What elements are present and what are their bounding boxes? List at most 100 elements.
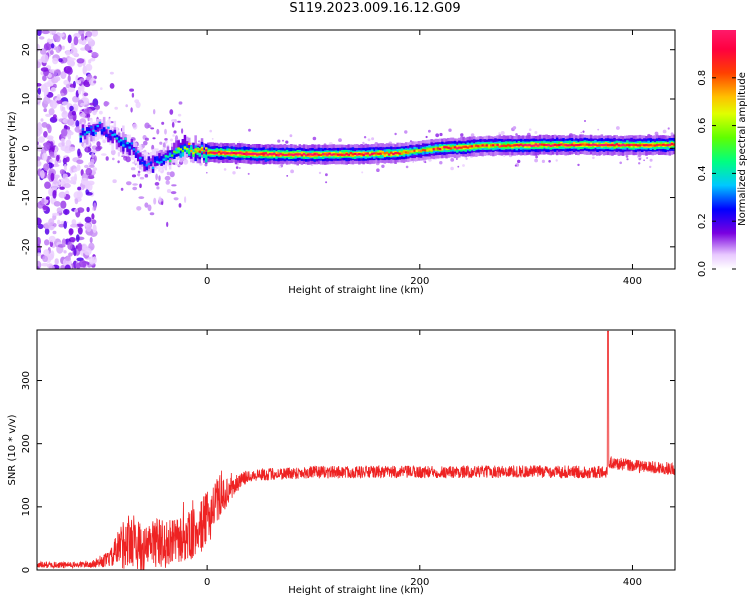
spectrogram-ridge-cell — [313, 153, 316, 156]
spectrogram-speckle — [619, 161, 622, 165]
spectrogram-noise-blob — [43, 249, 50, 257]
spectrogram-noise-blob — [59, 169, 65, 175]
spectrogram-ridge-cell — [194, 135, 197, 155]
spectrogram-ridge-cell — [177, 140, 180, 153]
spectrogram-noise-blob — [62, 173, 68, 180]
spectrogram-ridge-cell — [315, 153, 319, 156]
spectrogram-ridge-cell — [460, 146, 463, 149]
spectrogram-noise-blob — [40, 48, 47, 55]
spectrogram-ridge-cell — [394, 152, 397, 155]
spectrogram-speckle — [99, 110, 103, 115]
spectrogram-noise-blob — [173, 197, 179, 201]
spectrogram-ridge-cell — [228, 152, 231, 155]
spectrogram-ridge-cell — [589, 144, 593, 147]
spectrogram-ridge-cell — [105, 134, 108, 137]
spectrogram-noise-blob — [95, 146, 101, 152]
spectrogram-ridge-cell — [319, 153, 323, 156]
spectrogram-ridge-cell — [147, 162, 151, 165]
spectrogram-speckle — [456, 158, 458, 160]
spectrogram-noise-blob — [56, 94, 61, 101]
spectrogram-ridge-cell — [194, 148, 197, 162]
spectrogram-frame — [36, 29, 676, 270]
spectrogram-noise-blob — [91, 149, 98, 153]
spectrogram-ridge-cell — [464, 145, 467, 148]
spectrogram-noise-blob — [59, 181, 65, 185]
spectrogram-ridge-cell — [613, 144, 616, 147]
spectrogram-ridge-cell — [628, 144, 631, 147]
spectrogram-speckle — [238, 167, 241, 169]
spectrogram-ridge-cell — [196, 147, 199, 153]
spectrogram-ridge-cell — [300, 151, 304, 156]
spectrogram-ridge-cell — [475, 144, 478, 147]
spectrogram-noise-blob — [37, 83, 42, 87]
spectrogram-ridge-cell — [611, 143, 614, 147]
spectrogram-noise-blob — [125, 104, 128, 108]
spectrogram-speckle — [450, 158, 455, 162]
spectrogram-marks — [37, 30, 675, 269]
spectrogram-ridge-cell — [139, 152, 142, 161]
spectrogram-ridge-cell — [583, 143, 587, 146]
spectrogram-ridge-cell — [188, 149, 191, 155]
spectrogram-ridge-cell — [409, 150, 412, 153]
spectrogram-ridge-cell — [528, 144, 531, 147]
spectrogram-ridge-cell — [154, 156, 157, 161]
spectrogram-ridge-cell — [139, 156, 142, 160]
spectrogram-ridge-cell — [436, 147, 440, 150]
spectrogram-ridge-cell — [428, 148, 431, 151]
spectrogram-ridge-cell — [100, 130, 104, 135]
spectrogram-ridge-cell — [538, 143, 542, 146]
spectrogram-ridge-cell — [579, 143, 582, 146]
spectrogram-speckle — [517, 159, 521, 164]
spectrogram-ridge-cell — [362, 151, 365, 156]
spectrogram-speckle — [209, 129, 212, 133]
spectrogram-noise-blob — [153, 197, 157, 205]
spectrogram-speckle — [381, 164, 385, 168]
spectrogram-ridge-cell — [287, 153, 291, 156]
spectrogram-speckle — [173, 130, 177, 134]
spectrogram-ridge-cell — [473, 145, 476, 148]
spectrogram-ridge-cell — [364, 152, 367, 155]
spectrogram-ridge-cell — [392, 152, 395, 156]
spectrogram-speckle — [404, 130, 408, 134]
spectrogram-ridge-cell — [198, 150, 202, 153]
spectrogram-ridge-cell — [111, 134, 114, 137]
spectrogram-noise-blob — [55, 174, 60, 179]
spectrogram-ridge-cell — [294, 153, 297, 156]
spectrogram-ridge-cell — [162, 154, 165, 163]
spectrogram-ridge-cell — [649, 144, 652, 147]
spectrogram-speckle — [160, 170, 164, 174]
spectrogram-ridge-cell — [128, 142, 131, 147]
spectrogram-noise-blob — [149, 212, 155, 216]
spectrogram-ridge-cell — [266, 153, 270, 156]
colorbar: 0.0 0.2 0.4 0.6 0.8 Normalized spectral ampl… — [697, 30, 748, 277]
spectrogram-ridge-cell — [92, 129, 95, 132]
spectrogram-noise-blob — [75, 120, 80, 128]
spectrogram-noise-blob — [64, 179, 71, 185]
spectrogram-noise-blob — [49, 158, 54, 163]
spectrogram-ridge-cell — [147, 156, 151, 161]
spectrogram-speckle — [646, 157, 649, 159]
spectrogram-speckle — [412, 161, 415, 163]
spectrogram-noise-blob — [60, 200, 67, 209]
spectrogram-ridge-cell — [100, 123, 104, 131]
spectrogram-noise-blob — [93, 202, 97, 211]
spectrogram-noise-blob — [85, 146, 89, 152]
spectrogram-ridge-cell — [498, 145, 501, 148]
spectrogram-ridge-cell — [158, 153, 161, 161]
spectrogram-noise-blob — [37, 237, 41, 246]
spectrogram-noise-blob — [45, 113, 52, 118]
spectrogram-noise-blob — [53, 201, 61, 207]
spectrogram-noise-blob — [158, 175, 161, 182]
spectrogram-noise-blob — [41, 197, 45, 205]
spectrogram-ridge-cell — [177, 148, 180, 154]
spectrogram-ridge-cell — [217, 151, 221, 156]
spectrogram-noise-blob — [96, 141, 101, 147]
spectrogram-noise-blob — [42, 152, 48, 161]
spectrogram-noise-blob — [44, 239, 50, 246]
spectrogram-noise-blob — [58, 191, 67, 199]
spectrogram-ridge-cell — [149, 161, 153, 167]
spectrogram-speckle — [361, 171, 364, 174]
spectrogram-noise-blob — [37, 160, 42, 167]
spectrogram-ridge-cell — [430, 148, 433, 151]
spectrogram-ridge-cell — [336, 153, 340, 156]
